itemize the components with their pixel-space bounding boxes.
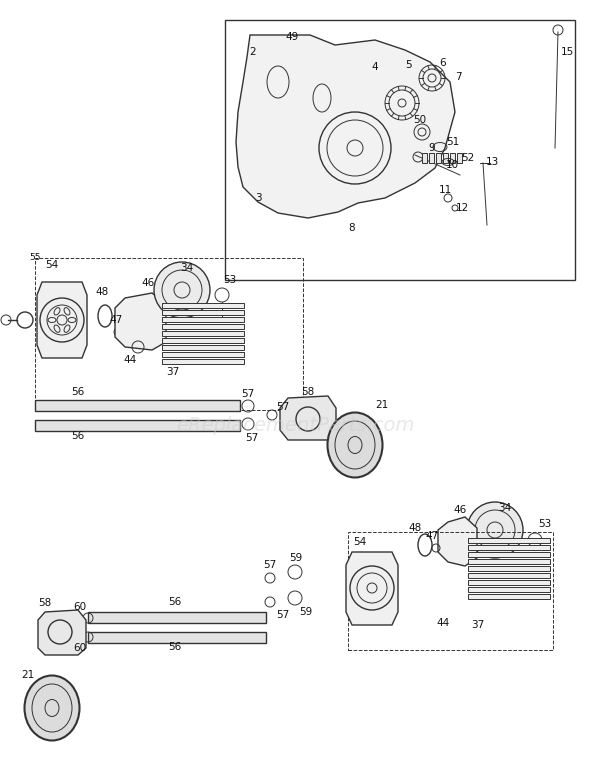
Text: 13: 13 — [486, 157, 499, 167]
Bar — [162, 352, 244, 357]
Bar — [468, 580, 550, 585]
Bar — [348, 532, 553, 650]
Text: 56: 56 — [168, 642, 182, 652]
Bar — [162, 317, 244, 322]
Text: 47: 47 — [425, 531, 438, 541]
Text: 44: 44 — [123, 355, 137, 365]
Text: 59: 59 — [299, 607, 313, 617]
Text: 53: 53 — [224, 275, 237, 285]
Bar — [429, 153, 434, 163]
Polygon shape — [38, 610, 86, 655]
Text: 34: 34 — [499, 503, 512, 513]
Text: 58: 58 — [38, 598, 52, 608]
Bar — [162, 303, 244, 308]
Text: 21: 21 — [375, 400, 389, 410]
Text: 50: 50 — [414, 115, 427, 125]
Text: 15: 15 — [560, 47, 573, 57]
Bar — [162, 331, 244, 336]
Bar — [225, 20, 575, 280]
Text: 34: 34 — [181, 263, 194, 273]
Bar — [88, 612, 266, 623]
Bar — [162, 359, 244, 364]
Ellipse shape — [327, 412, 382, 477]
Text: 5: 5 — [405, 60, 411, 70]
Text: 9: 9 — [429, 143, 435, 153]
Polygon shape — [115, 293, 166, 350]
Text: 58: 58 — [301, 387, 314, 397]
Circle shape — [467, 502, 523, 558]
Polygon shape — [346, 552, 398, 625]
Text: 54: 54 — [45, 260, 58, 270]
Circle shape — [154, 262, 210, 318]
Text: 56: 56 — [168, 597, 182, 607]
Bar — [468, 545, 550, 550]
Bar — [88, 632, 266, 643]
Text: 56: 56 — [71, 387, 84, 397]
Text: 4: 4 — [372, 62, 378, 72]
Text: 7: 7 — [455, 72, 461, 82]
Bar — [468, 573, 550, 578]
Text: 47: 47 — [109, 315, 123, 325]
Bar — [436, 153, 441, 163]
Text: 49: 49 — [286, 32, 299, 42]
Text: eReplacementParts.com: eReplacementParts.com — [176, 416, 414, 435]
Text: 52: 52 — [461, 153, 474, 163]
Bar — [457, 153, 462, 163]
Text: 37: 37 — [166, 367, 179, 377]
Bar — [35, 400, 240, 411]
Text: 12: 12 — [455, 203, 468, 213]
Text: 57: 57 — [276, 402, 290, 412]
Bar — [468, 594, 550, 599]
Bar — [468, 552, 550, 557]
Bar — [468, 538, 550, 543]
Bar — [35, 258, 303, 410]
Text: 8: 8 — [349, 223, 355, 233]
Text: 6: 6 — [440, 58, 446, 68]
Text: 57: 57 — [276, 610, 290, 620]
Text: 46: 46 — [453, 505, 467, 515]
Text: 44: 44 — [437, 618, 450, 628]
Text: 46: 46 — [142, 278, 155, 288]
Ellipse shape — [25, 676, 80, 740]
Text: 60: 60 — [73, 602, 87, 612]
Bar — [450, 153, 455, 163]
Text: 3: 3 — [255, 193, 261, 203]
Text: 48: 48 — [408, 523, 422, 533]
Bar — [162, 310, 244, 315]
Text: 37: 37 — [471, 620, 484, 630]
Text: 57: 57 — [245, 433, 258, 443]
Text: 10: 10 — [445, 160, 458, 170]
Text: 11: 11 — [438, 185, 451, 195]
Polygon shape — [37, 282, 87, 358]
Bar — [35, 420, 240, 431]
Text: 51: 51 — [447, 137, 460, 147]
Text: 21: 21 — [21, 670, 35, 680]
Bar — [468, 559, 550, 564]
Text: 60: 60 — [73, 643, 87, 653]
Polygon shape — [280, 396, 336, 440]
Text: 55: 55 — [30, 254, 41, 262]
Text: 2: 2 — [250, 47, 256, 57]
Text: 57: 57 — [263, 560, 277, 570]
Bar — [162, 345, 244, 350]
Text: 59: 59 — [289, 553, 303, 563]
Bar — [422, 153, 427, 163]
Text: 56: 56 — [71, 431, 84, 441]
Polygon shape — [438, 517, 477, 566]
Bar — [162, 324, 244, 329]
Text: 54: 54 — [353, 537, 366, 547]
Text: 53: 53 — [538, 519, 552, 529]
Text: 57: 57 — [241, 389, 255, 399]
Polygon shape — [236, 35, 455, 218]
Bar — [443, 153, 448, 163]
Bar — [468, 587, 550, 592]
Bar — [468, 566, 550, 571]
Bar — [162, 338, 244, 343]
Text: 48: 48 — [96, 287, 109, 297]
